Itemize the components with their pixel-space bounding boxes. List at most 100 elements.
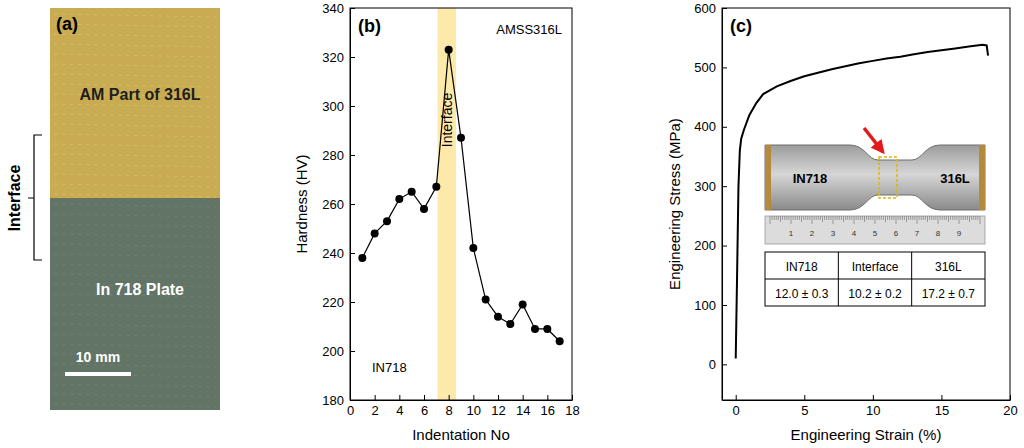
tick-label: 5 (801, 403, 808, 418)
tick-label: 200 (694, 238, 716, 253)
tick-label: 240 (322, 246, 344, 261)
data-point (482, 296, 490, 304)
tick-label: 320 (322, 50, 344, 65)
table-header: Interface (852, 260, 899, 274)
tick-label: 340 (322, 1, 344, 16)
ruler-tick (816, 216, 817, 220)
ruler-tick (778, 216, 779, 220)
ruler-tick (950, 216, 951, 220)
ruler-tick (969, 216, 970, 222)
data-point (445, 46, 453, 54)
tick: 0 (733, 395, 740, 418)
tick-label: 14 (516, 403, 530, 418)
ruler-label: 2 (810, 229, 815, 238)
ruler-tick (900, 216, 901, 220)
tick: 15 (935, 395, 949, 418)
ruler-tick (967, 216, 968, 220)
ruler-tick (833, 216, 834, 224)
panel-a: (a)AM Part of 316LIn 718 Plate10 mmInter… (6, 8, 220, 410)
ruler-tick (784, 216, 785, 220)
tick-label: 15 (935, 403, 949, 418)
data-point (494, 313, 502, 321)
ruler-tick (879, 216, 880, 220)
tick-label: 280 (322, 148, 344, 163)
ruler-tick (776, 216, 777, 220)
ruler-tick (891, 216, 892, 220)
tick-mark (473, 395, 474, 400)
axis-title: Indentation No (412, 426, 510, 443)
ruler-tick (975, 216, 976, 220)
ruler-tick (952, 216, 953, 220)
tick-mark (350, 253, 355, 254)
ruler-tick (933, 216, 934, 220)
inset: IN718316L123456789IN718Interface316L12.0… (765, 128, 985, 306)
data-point (506, 320, 514, 328)
region-label: AM Part of 316L (80, 86, 201, 103)
ruler-tick (917, 216, 918, 224)
ruler-tick (856, 216, 857, 220)
ruler-tick (881, 216, 882, 220)
texture-line (54, 154, 216, 157)
ruler-tick (812, 216, 813, 224)
side-label: Interface (6, 165, 23, 232)
data-point (383, 217, 391, 225)
ruler-tick (977, 216, 978, 220)
ruler-tick (931, 216, 932, 220)
ruler-tick (770, 216, 771, 224)
ruler-tick (803, 216, 804, 220)
plot-frame (722, 8, 1010, 400)
tick-mark (873, 395, 874, 400)
ruler-tick (854, 216, 855, 224)
ruler-tick (923, 216, 924, 220)
data-point (531, 325, 539, 333)
ruler-tick (927, 216, 928, 222)
texture-line (54, 314, 216, 317)
data-point (469, 244, 477, 252)
ruler-tick (961, 216, 962, 220)
texture-line (54, 174, 216, 177)
ruler-tick (772, 216, 773, 220)
axis-title: Engineering Strain (%) (791, 426, 942, 443)
specimen-label: 316L (940, 171, 970, 186)
tick-mark (424, 395, 425, 400)
tick-label: 10 (866, 403, 880, 418)
axis-title: Engineering Stress (MPa) (666, 118, 683, 290)
tick-mark (722, 127, 727, 128)
texture-line (54, 384, 216, 387)
plot-area (736, 45, 988, 359)
ruler-tick (801, 216, 802, 222)
interface-box (879, 157, 897, 198)
ruler-tick (820, 216, 821, 220)
ruler-tick (786, 216, 787, 220)
tick-mark (350, 155, 355, 156)
data-point (408, 188, 416, 196)
texture-line (54, 214, 216, 217)
data-point (457, 134, 465, 142)
ruler-tick (835, 216, 836, 220)
am-part-region (50, 8, 220, 198)
ruler-tick (956, 216, 957, 220)
tick-label: 4 (396, 403, 403, 418)
ruler-tick (910, 216, 911, 220)
ruler (765, 216, 985, 244)
ruler-tick (864, 216, 865, 222)
data-line (736, 45, 988, 359)
tick-label: 180 (322, 393, 344, 408)
ruler-tick (959, 216, 960, 224)
annotation: IN718 (372, 360, 407, 375)
ruler-tick (780, 216, 781, 222)
ruler-tick (898, 216, 899, 220)
ruler-tick (965, 216, 966, 220)
ruler-tick (858, 216, 859, 220)
tick: 16 (541, 395, 555, 418)
data-point (432, 183, 440, 191)
chart-panel: 0246810121416181802002202402602803003203… (293, 1, 580, 443)
texture-line (54, 74, 216, 77)
ruler-tick (809, 216, 810, 220)
tick-mark (375, 395, 376, 400)
texture-line (54, 304, 216, 307)
ruler-tick (841, 216, 842, 220)
ruler-tick (896, 216, 897, 224)
ruler-tick (925, 216, 926, 220)
tick: 6 (421, 395, 428, 418)
